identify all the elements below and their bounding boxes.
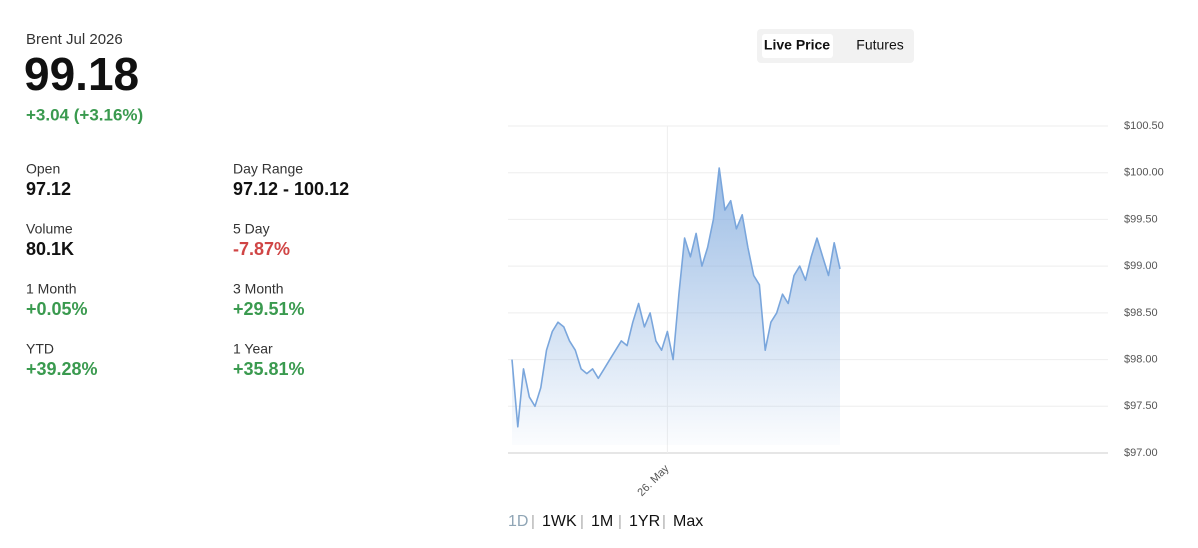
stat-value: +0.05% bbox=[26, 299, 88, 319]
stat-label: 5 Day bbox=[233, 221, 270, 237]
range-option[interactable]: 1YR bbox=[629, 513, 660, 530]
separator: | bbox=[618, 513, 622, 530]
stat-value: 80.1K bbox=[26, 239, 74, 259]
separator: | bbox=[662, 513, 666, 530]
y-tick-label: $100.00 bbox=[1124, 167, 1164, 179]
stat-value: 97.12 - 100.12 bbox=[233, 179, 349, 199]
separator: | bbox=[580, 513, 584, 530]
tab[interactable]: Live Price bbox=[764, 37, 830, 53]
tab[interactable]: Futures bbox=[856, 37, 903, 53]
stat-value: +39.28% bbox=[26, 359, 98, 379]
price-line bbox=[511, 167, 841, 428]
range-selector: 1D | 1WK | 1M | 1YR | Max bbox=[508, 513, 703, 530]
y-tick-label: $98.50 bbox=[1124, 307, 1158, 319]
stat-value: -7.87% bbox=[233, 239, 290, 259]
y-tick-label: $97.00 bbox=[1124, 447, 1158, 459]
price-change: +3.04 (+3.16%) bbox=[26, 105, 143, 124]
chart: $97.00 $97.50 $98.00 $98.50 $99.00 $99.50 $100… bbox=[508, 120, 1164, 499]
area-fill bbox=[512, 168, 840, 445]
y-tick-label: $98.00 bbox=[1124, 353, 1158, 365]
stat-label: 1 Year bbox=[233, 341, 273, 357]
stat-label: 3 Month bbox=[233, 281, 284, 297]
range-option[interactable]: Max bbox=[673, 513, 703, 530]
stat-label: Day Range bbox=[233, 161, 303, 177]
price: 99.18 bbox=[24, 48, 139, 100]
stat-value: 97.12 bbox=[26, 179, 71, 199]
y-tick-label: $99.00 bbox=[1124, 260, 1158, 272]
y-tick-label: $97.50 bbox=[1124, 400, 1158, 412]
stat-value: +35.81% bbox=[233, 359, 305, 379]
stat-value: +29.51% bbox=[233, 299, 305, 319]
range-option[interactable]: 1WK bbox=[542, 513, 577, 530]
x-tick-label: 26. May bbox=[635, 462, 672, 499]
stat-label: 1 Month bbox=[26, 281, 77, 297]
range-option[interactable]: 1M bbox=[591, 513, 613, 530]
instrument: Brent Jul 2026 bbox=[26, 31, 123, 48]
range-option[interactable]: 1D bbox=[508, 513, 528, 530]
y-tick-label: $99.50 bbox=[1124, 213, 1158, 225]
stat-label: Open bbox=[26, 161, 60, 177]
stats: Open 97.12 Day Range 97.12 - 100.12 Volume 80… bbox=[26, 161, 349, 379]
tab-selected bbox=[762, 34, 833, 58]
stat-label: YTD bbox=[26, 341, 54, 357]
y-tick-label: $100.50 bbox=[1124, 120, 1164, 132]
separator: | bbox=[531, 513, 535, 530]
stat-label: Volume bbox=[26, 221, 73, 237]
